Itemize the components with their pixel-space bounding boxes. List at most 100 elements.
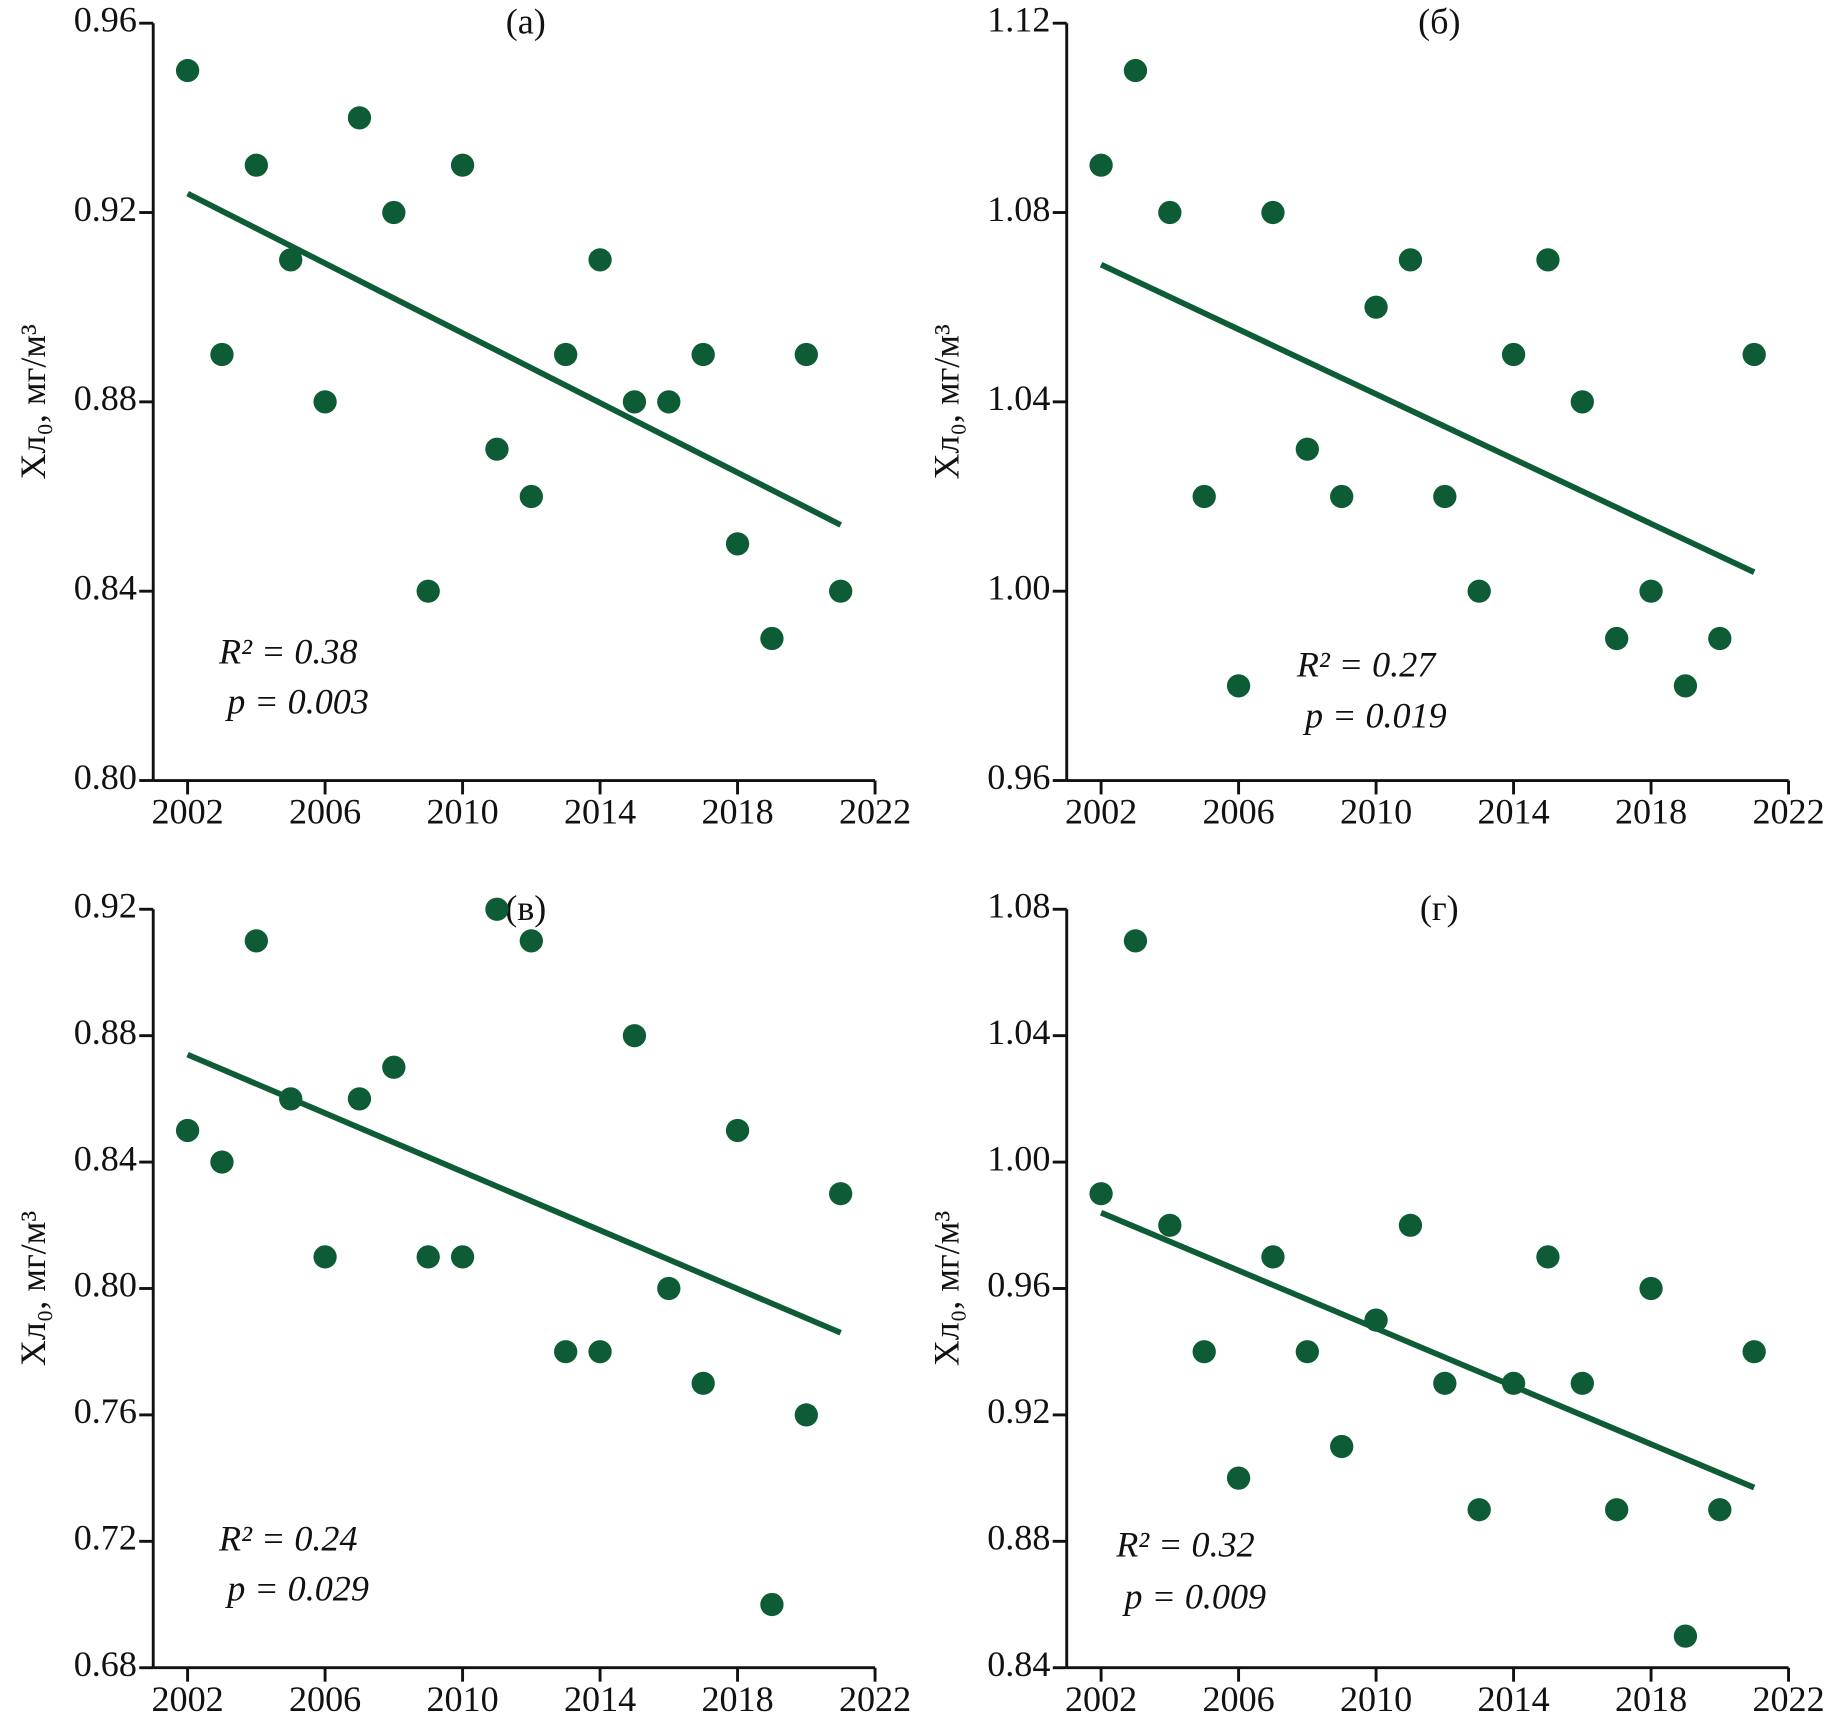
point [554, 342, 578, 367]
point [829, 1182, 853, 1206]
y-tick-label: 0.88 [74, 378, 137, 418]
x-tick-label: 2002 [1065, 1679, 1137, 1719]
point [1295, 1340, 1319, 1364]
point [1089, 153, 1113, 177]
point [1536, 1245, 1560, 1269]
y-tick-label: 1.12 [987, 0, 1050, 39]
point [1605, 626, 1629, 651]
x-tick-label: 2006 [289, 792, 361, 832]
r2-annotation: R² = 0.32 [1115, 1525, 1254, 1565]
x-tick-label: 2018 [701, 792, 773, 832]
point [1398, 1213, 1423, 1237]
x-tick-label: 2022 [1752, 792, 1824, 832]
point [760, 1592, 784, 1617]
point [450, 1245, 475, 1269]
x-tick-label: 2006 [289, 1679, 361, 1719]
r2-annotation: R² = 0.24 [218, 1519, 357, 1559]
x-tick-label: 2022 [839, 1679, 911, 1719]
x-tick-label: 2014 [1477, 792, 1549, 832]
point [588, 248, 612, 272]
x-tick-label: 2022 [1752, 1679, 1824, 1719]
point [1330, 484, 1354, 509]
point [1639, 579, 1663, 603]
point [1192, 1340, 1216, 1364]
point [1433, 1371, 1457, 1395]
point [1467, 579, 1491, 603]
point [485, 437, 509, 461]
point [1708, 1498, 1732, 1522]
point [1742, 1340, 1766, 1364]
point [1501, 1371, 1526, 1395]
y-axis-label: Хл₀, мг/м³ [13, 1211, 53, 1367]
point [554, 1340, 578, 1364]
y-tick-label: 0.92 [74, 886, 137, 926]
y-tick-label: 0.92 [987, 1391, 1050, 1431]
point [347, 106, 372, 130]
trend-line [1099, 261, 1756, 575]
y-tick-label: 1.08 [987, 886, 1050, 926]
point [1536, 248, 1560, 272]
y-axis-label: Хл₀, мг/м³ [926, 1211, 966, 1367]
point [622, 390, 647, 414]
point [1158, 1213, 1182, 1237]
point [485, 897, 509, 921]
panel-title: (а) [506, 2, 546, 42]
point [244, 153, 268, 177]
y-tick-label: 0.96 [74, 0, 137, 39]
y-axis-label: Хл₀, мг/м³ [926, 324, 966, 480]
point [829, 579, 853, 603]
point [175, 58, 200, 83]
trend-line [1099, 1209, 1756, 1491]
point [1261, 1245, 1285, 1269]
point [519, 484, 543, 509]
point [1226, 1466, 1251, 1490]
y-tick-label: 1.04 [987, 378, 1050, 418]
point [313, 390, 337, 414]
point [1605, 1498, 1629, 1522]
panel-title: (б) [1418, 2, 1460, 42]
y-tick-label: 0.72 [74, 1518, 137, 1558]
point [622, 1024, 647, 1048]
r2-annotation: R² = 0.27 [1296, 644, 1437, 684]
point [1433, 484, 1457, 509]
point [691, 342, 715, 367]
point [1570, 390, 1594, 414]
point [725, 1118, 750, 1143]
p-annotation: p = 0.029 [224, 1569, 369, 1609]
y-tick-label: 0.68 [74, 1644, 137, 1684]
point [794, 342, 818, 367]
x-tick-label: 2018 [701, 1679, 773, 1719]
point [1364, 1308, 1388, 1332]
point [1673, 1624, 1698, 1648]
point [416, 579, 440, 603]
y-tick-label: 0.84 [74, 1138, 137, 1178]
point [175, 1118, 200, 1143]
y-tick-label: 1.04 [987, 1012, 1050, 1052]
point [1123, 929, 1148, 953]
y-tick-label: 0.76 [74, 1391, 137, 1431]
y-tick-label: 0.88 [74, 1012, 137, 1052]
x-tick-label: 2010 [1340, 792, 1412, 832]
point [382, 1055, 406, 1079]
y-axis-label: Хл₀, мг/м³ [13, 324, 53, 480]
x-tick-label: 2010 [1340, 1679, 1412, 1719]
x-tick-label: 2018 [1615, 792, 1687, 832]
point [210, 342, 234, 367]
point [210, 1150, 234, 1174]
point [279, 1087, 303, 1111]
y-tick-label: 1.08 [987, 189, 1050, 229]
point [1639, 1276, 1663, 1301]
point [347, 1087, 372, 1111]
x-tick-label: 2010 [426, 792, 498, 832]
point [1364, 295, 1388, 319]
point [657, 390, 681, 414]
x-tick-label: 2014 [564, 1679, 636, 1719]
point [1295, 437, 1319, 461]
y-tick-label: 0.96 [987, 1265, 1050, 1305]
point [1089, 1182, 1113, 1206]
x-tick-label: 2006 [1202, 1679, 1274, 1719]
x-tick-label: 2022 [839, 792, 911, 832]
y-tick-label: 0.80 [74, 1265, 137, 1305]
point [1742, 342, 1766, 367]
